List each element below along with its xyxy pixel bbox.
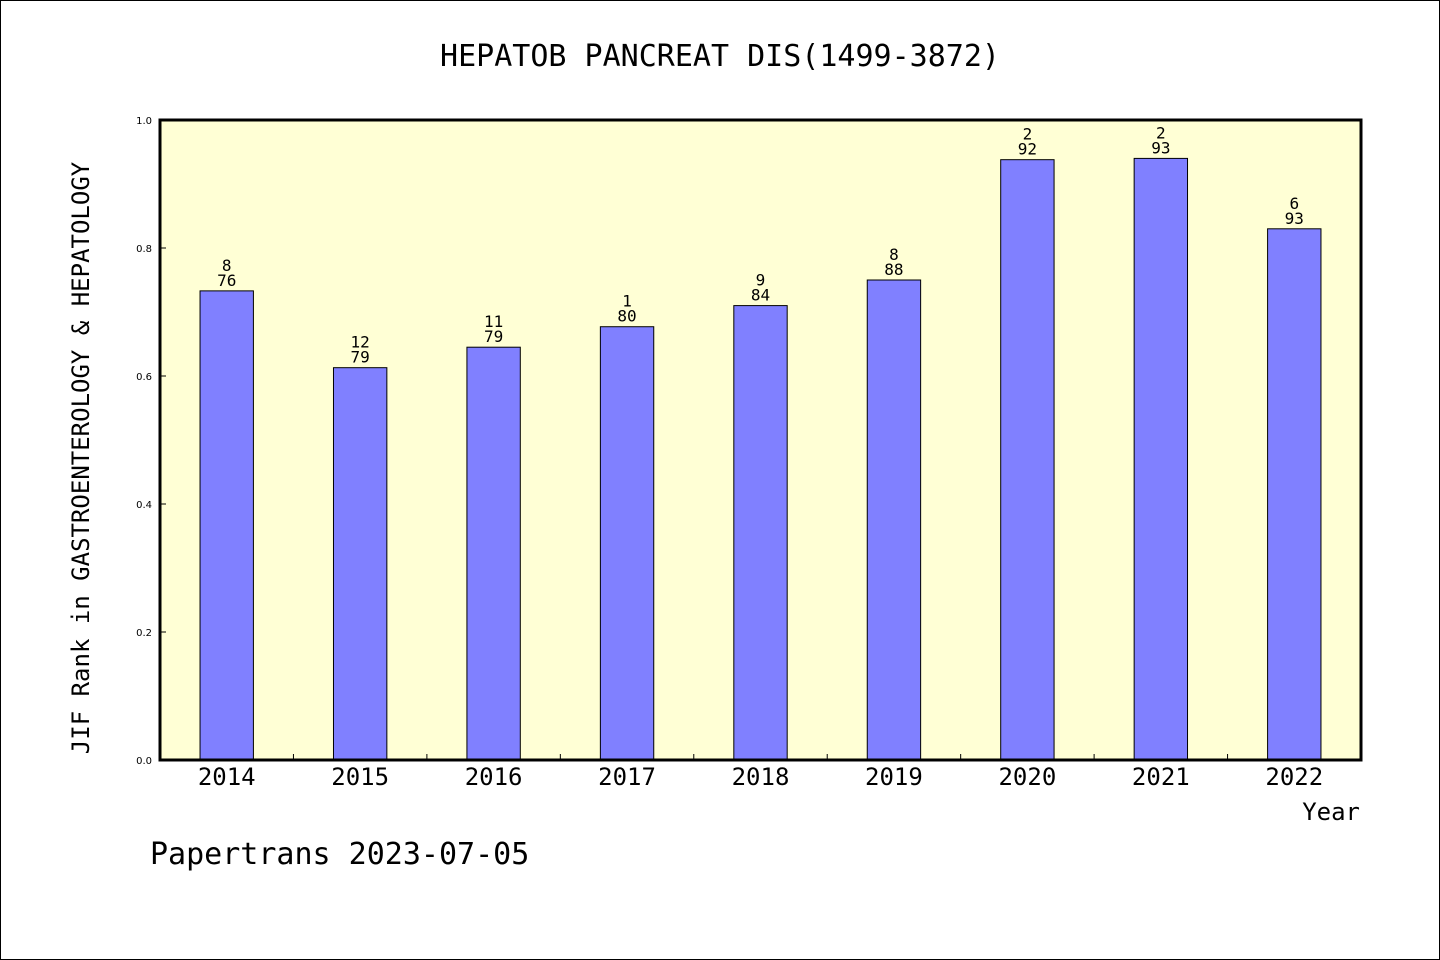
bar	[199, 290, 254, 761]
x-tick-label: 2014	[198, 763, 256, 791]
data-label-total: 80	[617, 307, 636, 326]
y-axis-label: JIF Rank in GASTROENTEROLOGY & HEPATOLOG…	[67, 161, 95, 754]
x-tick-label: 2017	[598, 763, 656, 791]
bar	[1133, 157, 1189, 761]
y-tick-label: 0.4	[136, 500, 152, 511]
x-tick-label: 2020	[998, 763, 1056, 791]
y-tick-label: 0.6	[136, 372, 152, 383]
data-label-total: 93	[1151, 138, 1170, 157]
data-label-rank: 8	[889, 245, 899, 264]
data-label-total: 79	[484, 327, 503, 346]
bar	[599, 326, 655, 761]
x-tick-label: 2016	[465, 763, 523, 791]
data-label-total: 92	[1018, 140, 1037, 159]
data-label-rank: 2	[1156, 123, 1166, 142]
data-label-rank: 9	[756, 271, 766, 290]
data-label-total: 84	[751, 286, 770, 305]
bar	[466, 346, 521, 761]
bars-group	[199, 157, 1322, 761]
footer-text: Papertrans 2023-07-05	[150, 837, 529, 872]
bar	[1000, 159, 1055, 761]
plot-border	[158, 118, 1363, 762]
data-label-rank: 2	[1023, 125, 1033, 144]
bar	[866, 279, 922, 761]
data-label-total: 79	[351, 348, 370, 367]
y-tick-label: 0.0	[136, 756, 152, 767]
x-tick-label: 2022	[1265, 763, 1323, 791]
data-label-rank: 8	[222, 256, 232, 275]
bar	[733, 305, 788, 761]
x-tick-label: 2018	[732, 763, 790, 791]
data-label-rank: 11	[484, 312, 503, 331]
data-label-rank: 12	[351, 333, 370, 352]
x-axis-ticks: 2014 2015 2016 2017 2018 2019 2020 2021 2022	[198, 754, 1323, 791]
x-tick-label: 2019	[865, 763, 923, 791]
data-label-total: 76	[217, 271, 236, 290]
chart-title: HEPATOB PANCREAT DIS(1499-3872)	[440, 39, 1000, 74]
x-axis-label: Year	[1302, 798, 1360, 826]
data-label-total: 93	[1285, 209, 1304, 228]
data-label-rank: 6	[1289, 194, 1299, 213]
x-tick-label: 2015	[331, 763, 389, 791]
y-tick-label: 0.2	[136, 628, 152, 639]
x-tick-label: 2021	[1132, 763, 1190, 791]
bar	[332, 367, 388, 761]
data-label-rank: 1	[622, 292, 632, 311]
bar	[1267, 228, 1322, 761]
data-label-total: 88	[884, 260, 903, 279]
y-tick-label: 0.8	[136, 244, 152, 255]
y-tick-label: 1.0	[136, 116, 152, 127]
